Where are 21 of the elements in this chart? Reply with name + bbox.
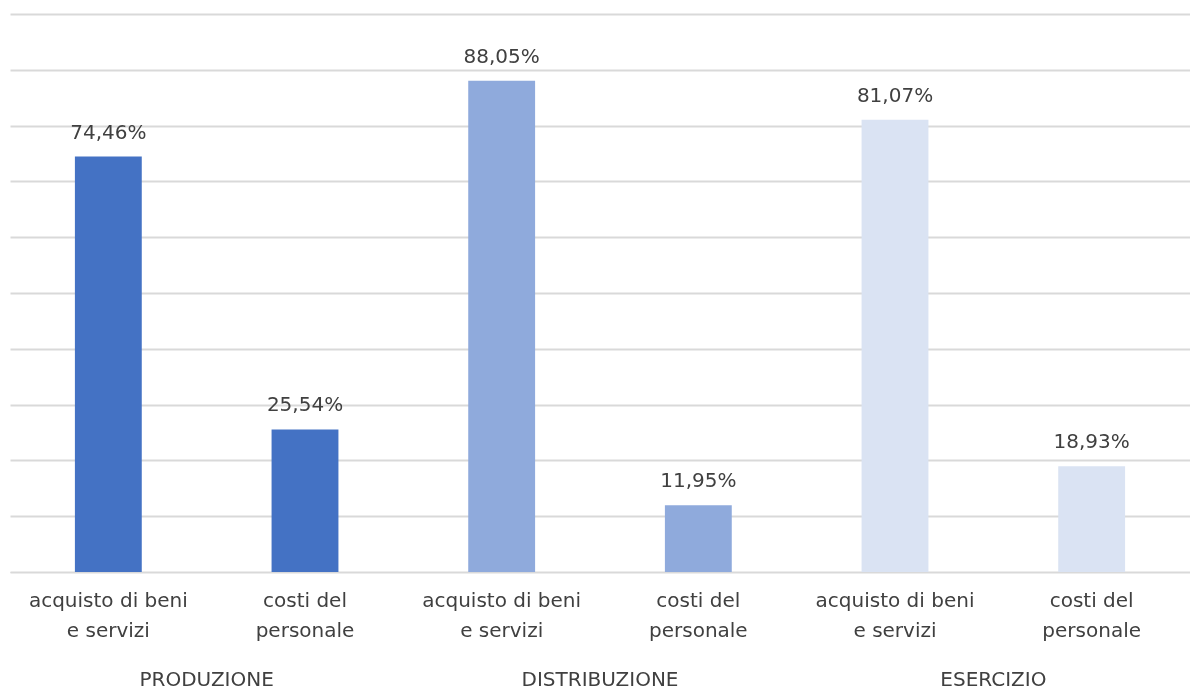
data-label: 25,54% (266, 392, 344, 417)
x-tick-label: acquisto di beni e servizi (28, 587, 188, 642)
data-label: 18,93% (1053, 429, 1130, 454)
bar (74, 156, 142, 572)
data-label: 81,07% (856, 82, 934, 107)
bar (468, 80, 536, 572)
x-tick-label: acquisto di beni e servizi (815, 587, 975, 642)
bar (1058, 466, 1126, 572)
bar (664, 505, 732, 572)
text: PRODUZIONE (139, 667, 274, 691)
x-tick-label: costi del personale (1042, 587, 1141, 642)
bar (861, 119, 929, 572)
text: ESERCIZIO (940, 667, 1047, 691)
data-label: 11,95% (660, 468, 737, 493)
x-tick-label: costi del personale (649, 587, 748, 642)
x-tick-label: costi del personale (255, 587, 355, 642)
text: DISTRIBUZIONE (521, 667, 679, 691)
data-label: 88,05% (463, 43, 540, 68)
x-tick-label: acquisto di beni e servizi (422, 587, 582, 642)
data-label: 74,46% (70, 119, 147, 144)
bar (271, 429, 339, 572)
